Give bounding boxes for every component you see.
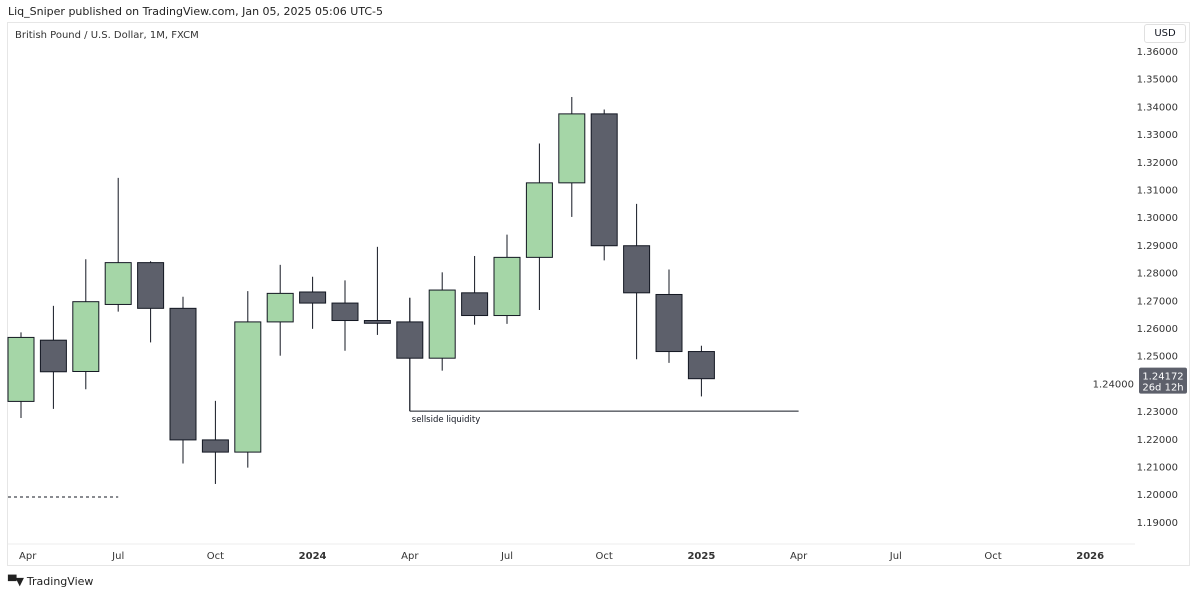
candle-up — [525, 182, 553, 258]
y-tick-label: 1.33000 — [1137, 130, 1178, 141]
y-tick-label: 1.25000 — [1137, 352, 1178, 363]
y-tick-label: 1.24000 — [1093, 379, 1134, 390]
y-tick-label: 1.36000 — [1137, 47, 1178, 58]
candle-up — [493, 256, 521, 317]
x-tick-label: Apr — [401, 551, 419, 562]
x-tick-label: 2025 — [687, 551, 715, 562]
y-tick-label: 1.34000 — [1137, 102, 1178, 113]
x-tick-label: Jul — [500, 551, 513, 562]
candle-down — [590, 113, 618, 247]
tradingview-logo[interactable]: ▀▼ TradingView — [8, 575, 93, 588]
y-tick-label: 1.21000 — [1137, 463, 1178, 474]
y-tick-label: 1.32000 — [1137, 158, 1178, 169]
candle-up — [104, 262, 132, 305]
x-tick-label: 2024 — [299, 551, 327, 562]
candle-up — [266, 292, 294, 323]
y-tick-label: 1.23000 — [1137, 407, 1178, 418]
candle-down — [363, 320, 391, 324]
y-tick-label: 1.28000 — [1137, 269, 1178, 280]
chart-frame — [7, 22, 1190, 566]
candle-down — [623, 245, 651, 294]
currency-button[interactable]: USD — [1144, 24, 1186, 43]
y-tick-label: 1.27000 — [1137, 296, 1178, 307]
y-tick-label: 1.22000 — [1137, 435, 1178, 446]
y-tick-label: 1.35000 — [1137, 75, 1178, 86]
y-tick-label: 1.19000 — [1137, 518, 1178, 529]
x-tick-label: 2026 — [1076, 551, 1104, 562]
candle-up — [234, 321, 262, 453]
candle-down — [687, 351, 715, 380]
candle-up — [7, 336, 35, 402]
candle-up — [558, 113, 586, 184]
x-tick-label: Apr — [790, 551, 808, 562]
sellside-liquidity-label: sellside liquidity — [412, 415, 481, 425]
publisher-line: Liq_Sniper published on TradingView.com,… — [8, 5, 383, 18]
bar-countdown: 26d 12h — [1142, 383, 1183, 394]
x-tick-label: Apr — [19, 551, 37, 562]
candle-up — [72, 301, 100, 372]
x-tick-label: Oct — [984, 551, 1001, 562]
tv-logo-icon: ▀▼ — [8, 575, 24, 588]
candle-down — [655, 293, 683, 353]
candle-down — [331, 302, 359, 322]
y-tick-label: 1.30000 — [1137, 213, 1178, 224]
brand-label: TradingView — [26, 575, 94, 588]
x-tick-label: Jul — [111, 551, 124, 562]
y-tick-label: 1.26000 — [1137, 324, 1178, 335]
x-tick-label: Oct — [596, 551, 613, 562]
candle-down — [461, 292, 489, 317]
last-price-value: 1.24172 — [1142, 372, 1183, 383]
y-tick-label: 1.20000 — [1137, 490, 1178, 501]
y-tick-label: 1.29000 — [1137, 241, 1178, 252]
candle-down — [299, 291, 327, 304]
symbol-title: British Pound / U.S. Dollar, 1M, FXCM — [15, 30, 199, 41]
candle-down — [396, 321, 424, 359]
last-price-badge — [1139, 367, 1187, 394]
candle-down — [169, 307, 197, 441]
candle-down — [39, 339, 67, 373]
y-tick-label: 1.31000 — [1137, 186, 1178, 197]
x-tick-label: Oct — [207, 551, 224, 562]
candle-up — [428, 289, 456, 359]
candle-down — [201, 439, 229, 453]
candle-down — [137, 262, 165, 309]
x-tick-label: Jul — [889, 551, 902, 562]
